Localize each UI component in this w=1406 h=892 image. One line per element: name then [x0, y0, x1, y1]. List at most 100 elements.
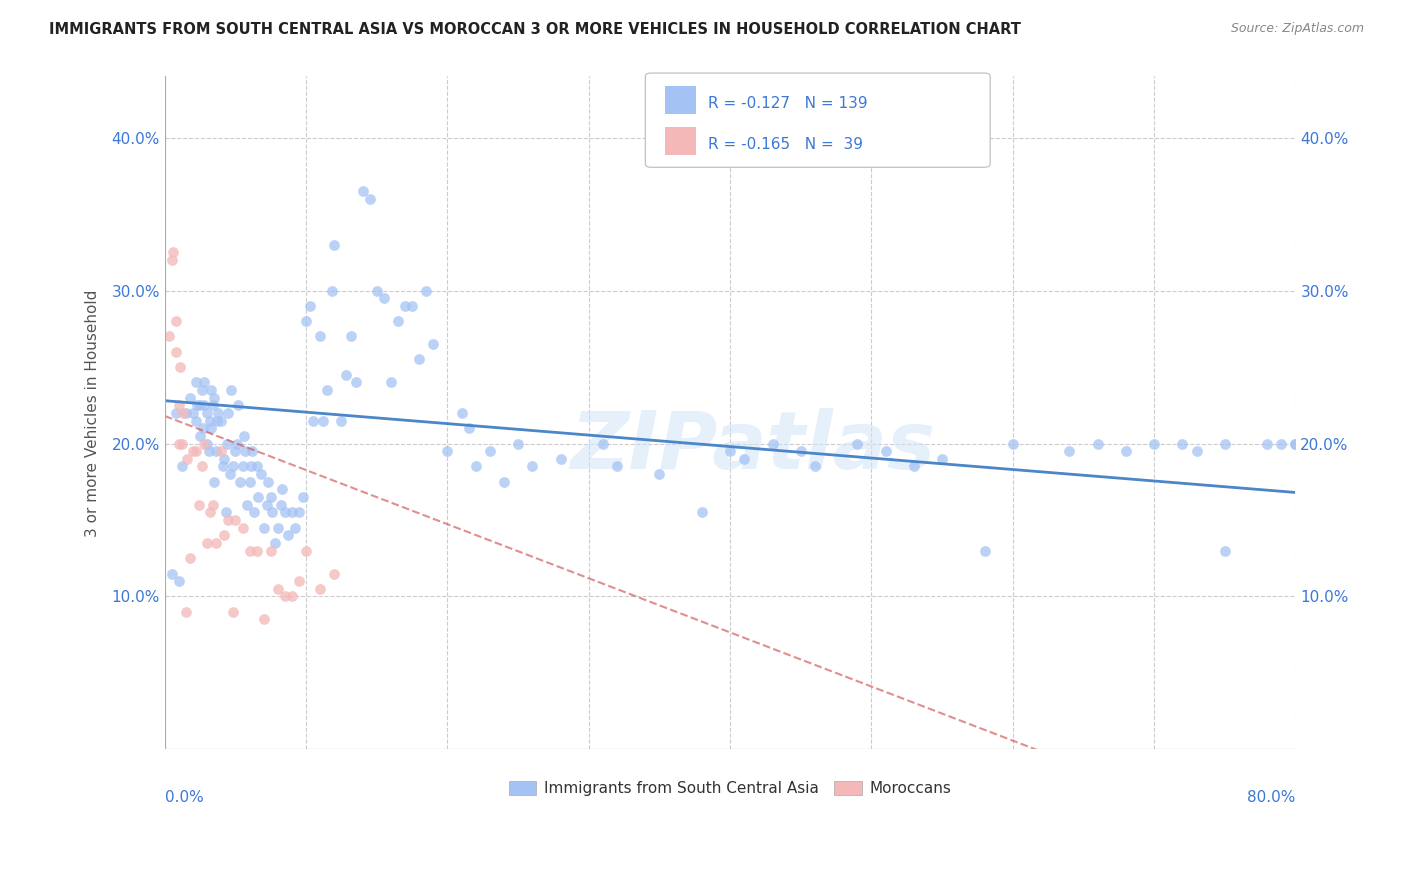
Point — [1270, 436, 1292, 450]
Text: R = -0.165   N =  39: R = -0.165 N = 39 — [707, 136, 862, 152]
Point — [606, 459, 628, 474]
Point — [212, 451, 235, 466]
Point — [464, 459, 486, 474]
Point — [457, 421, 479, 435]
Point — [299, 299, 322, 313]
Point — [450, 406, 472, 420]
Point — [1143, 436, 1166, 450]
Point — [436, 444, 458, 458]
Point — [1284, 436, 1306, 450]
Point — [209, 413, 232, 427]
Point — [207, 406, 229, 420]
Point — [1213, 436, 1236, 450]
Point — [387, 314, 409, 328]
Point — [217, 406, 239, 420]
Point — [335, 368, 357, 382]
Point — [394, 299, 416, 313]
Point — [198, 505, 221, 519]
Point — [187, 498, 209, 512]
Point — [316, 383, 339, 397]
Point — [188, 429, 211, 443]
Point — [193, 376, 215, 390]
Point — [195, 406, 218, 420]
Point — [312, 413, 335, 427]
Point — [209, 444, 232, 458]
Point — [373, 291, 395, 305]
Point — [170, 459, 193, 474]
Point — [233, 444, 256, 458]
Point — [235, 498, 257, 512]
Point — [344, 376, 367, 390]
Text: Source: ZipAtlas.com: Source: ZipAtlas.com — [1230, 22, 1364, 36]
Point — [160, 252, 183, 267]
Point — [309, 329, 332, 343]
Point — [522, 459, 544, 474]
Point — [184, 376, 207, 390]
Point — [167, 398, 190, 412]
Point — [190, 459, 212, 474]
Point — [875, 444, 897, 458]
Point — [260, 490, 283, 504]
Point — [380, 376, 402, 390]
Point — [162, 245, 184, 260]
Point — [1327, 436, 1350, 450]
Point — [226, 398, 249, 412]
Point — [1115, 444, 1137, 458]
Point — [188, 398, 211, 412]
Point — [508, 436, 530, 450]
Point — [359, 192, 381, 206]
Point — [1087, 436, 1109, 450]
Point — [176, 451, 198, 466]
Point — [302, 413, 325, 427]
Point — [167, 436, 190, 450]
Point — [415, 284, 437, 298]
Point — [184, 444, 207, 458]
Point — [179, 551, 201, 566]
Point — [267, 582, 290, 596]
Point — [1171, 436, 1194, 450]
Point — [260, 543, 283, 558]
Point — [648, 467, 671, 482]
Point — [284, 521, 307, 535]
Y-axis label: 3 or more Vehicles in Household: 3 or more Vehicles in Household — [86, 289, 100, 537]
Point — [204, 536, 226, 550]
FancyBboxPatch shape — [665, 127, 696, 155]
Point — [217, 513, 239, 527]
Point — [200, 421, 222, 435]
Point — [169, 359, 191, 374]
Point — [931, 451, 953, 466]
Point — [253, 521, 276, 535]
Point — [262, 505, 284, 519]
Point — [232, 429, 254, 443]
Point — [1256, 436, 1278, 450]
Point — [1059, 444, 1081, 458]
Point — [973, 543, 995, 558]
Point — [281, 590, 304, 604]
Point — [221, 459, 243, 474]
Point — [174, 605, 197, 619]
FancyBboxPatch shape — [645, 73, 990, 168]
Point — [270, 498, 292, 512]
Point — [1001, 436, 1024, 450]
Point — [165, 344, 187, 359]
Point — [250, 467, 273, 482]
Legend: Immigrants from South Central Asia, Moroccans: Immigrants from South Central Asia, Moro… — [503, 775, 957, 803]
Point — [246, 459, 269, 474]
Point — [160, 566, 183, 581]
Point — [193, 398, 215, 412]
Point — [274, 590, 297, 604]
Point — [246, 543, 269, 558]
Point — [804, 459, 827, 474]
Point — [228, 475, 250, 489]
Point — [204, 444, 226, 458]
Point — [167, 574, 190, 589]
Point — [200, 383, 222, 397]
Text: IMMIGRANTS FROM SOUTH CENTRAL ASIA VS MOROCCAN 3 OR MORE VEHICLES IN HOUSEHOLD C: IMMIGRANTS FROM SOUTH CENTRAL ASIA VS MO… — [49, 22, 1021, 37]
Point — [184, 413, 207, 427]
Point — [239, 475, 262, 489]
Point — [215, 436, 238, 450]
Point — [211, 459, 233, 474]
Point — [197, 444, 219, 458]
Point — [193, 436, 215, 450]
Text: 80.0%: 80.0% — [1247, 789, 1295, 805]
